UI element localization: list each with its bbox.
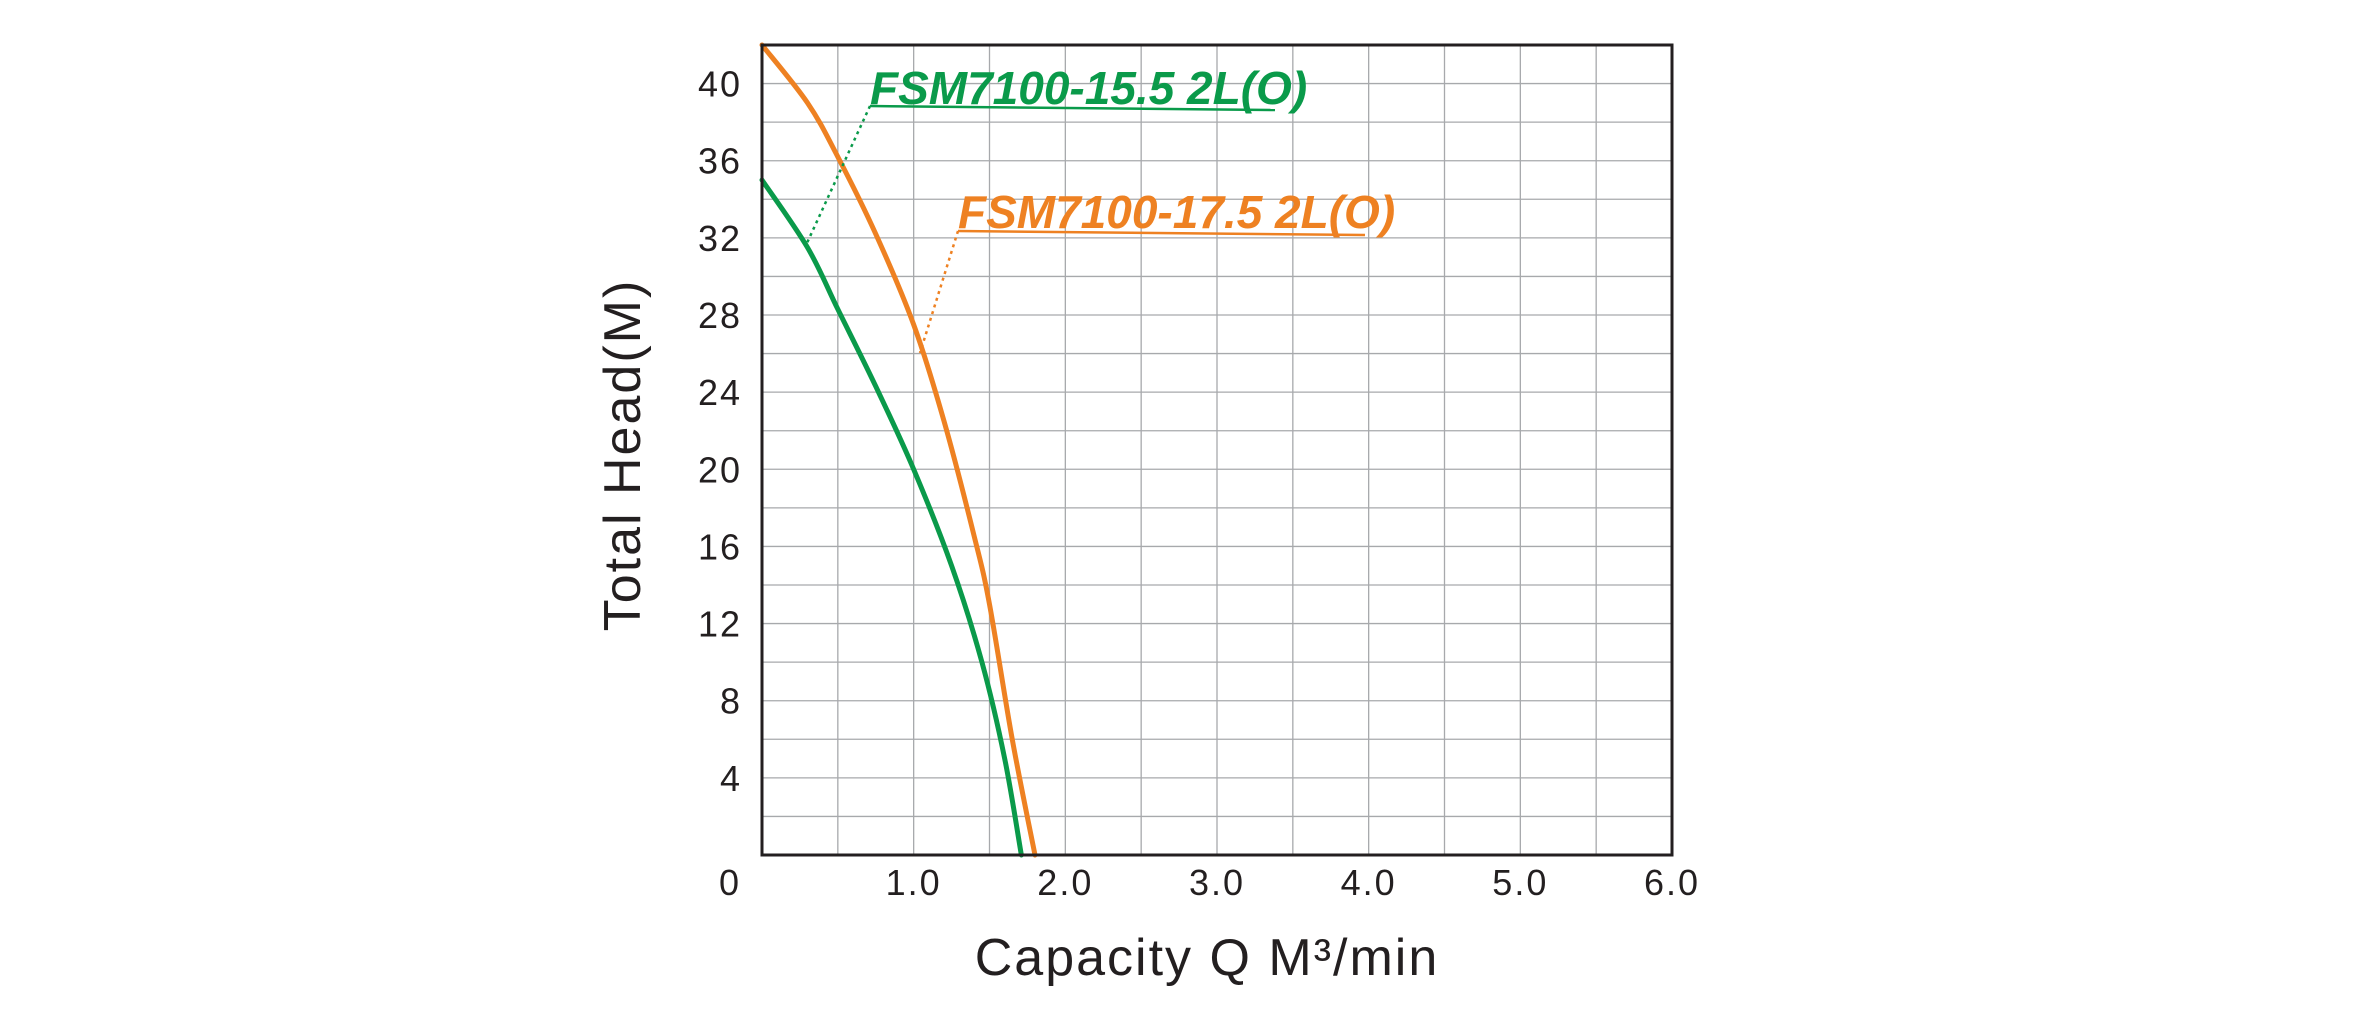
x-tick-labels: 0 1.0 2.0 3.0 4.0 5.0 6.0 [719,862,1700,903]
x-tick-label: 1.0 [886,862,942,903]
label-leaders [805,104,1366,354]
x-tick-label: 2.0 [1037,862,1093,903]
series-label-leader [918,230,960,354]
y-tick-labels: 4 8 12 16 20 24 28 32 36 40 [698,64,742,799]
x-axis-title: Capacity Q M³/min [975,929,1440,987]
x-tick-label: 4.0 [1341,862,1397,903]
y-tick-label: 36 [698,141,742,182]
curves [759,42,1038,858]
x-tick-label: 3.0 [1189,862,1245,903]
x-tick-label: 6.0 [1644,862,1700,903]
y-tick-label: 32 [698,218,742,259]
series-label-leader [805,105,872,244]
y-axis-title: Total Head(M) [594,279,652,632]
x-tick-label: 5.0 [1492,862,1548,903]
series-label-1: FSM7100-15.5 2L(O) [870,62,1307,114]
curve-labels: FSM7100-15.5 2L(O) FSM7100-17.5 2L(O) [870,62,1395,238]
grid [762,45,1672,855]
y-tick-label: 20 [698,449,742,490]
y-tick-label: 24 [698,372,742,413]
x-tick-label: 0 [719,862,741,903]
y-tick-label: 40 [698,64,742,105]
y-tick-label: 8 [720,681,742,722]
series-line-2 [759,42,1038,858]
plot-frame [760,43,1674,857]
y-tick-label: 16 [698,526,742,567]
y-tick-label: 12 [698,604,742,645]
series-line-1 [759,177,1024,858]
series-label-underline [869,104,1276,112]
series-label-underline [957,229,1366,237]
y-tick-label: 28 [698,295,742,336]
series-label-2: FSM7100-17.5 2L(O) [958,186,1395,238]
y-tick-label: 4 [720,758,742,799]
